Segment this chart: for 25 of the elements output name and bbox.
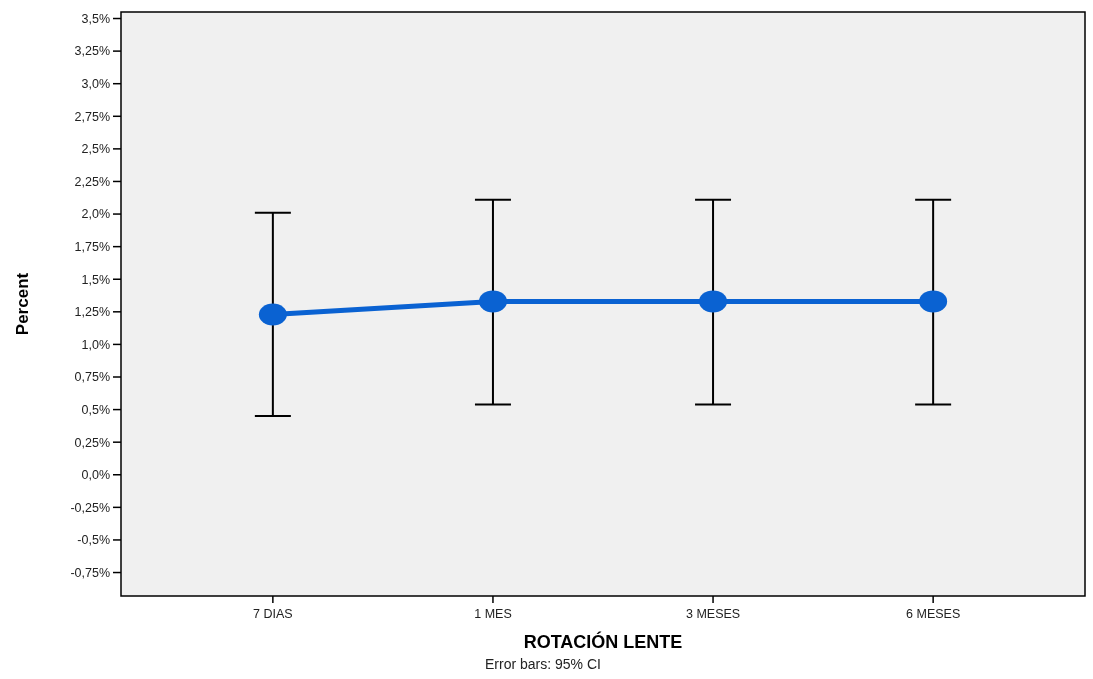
y-tick-label: 1,0% xyxy=(81,337,110,352)
y-tick-label: 2,5% xyxy=(81,142,110,157)
y-axis-title: Percent xyxy=(13,272,32,336)
y-tick-label: 3,25% xyxy=(74,44,110,59)
y-tick-label: 1,5% xyxy=(81,272,110,287)
y-tick-label: 3,0% xyxy=(81,77,110,92)
y-tick-label: 3,5% xyxy=(81,11,110,26)
y-tick-label: 1,75% xyxy=(74,240,110,255)
x-tick-label: 6 MESES xyxy=(906,607,961,621)
y-tick-label: -0,25% xyxy=(70,500,110,515)
text: Error bars: 95% CI xyxy=(485,656,601,672)
y-tick-label: -0,5% xyxy=(77,533,110,548)
y-tick-label: 2,0% xyxy=(81,207,110,222)
y-tick-label: 2,75% xyxy=(74,109,110,124)
x-axis-title: ROTACIÓN LENTE xyxy=(523,631,683,652)
x-tick-label: 1 MES xyxy=(474,607,512,621)
y-tick-label: 0,25% xyxy=(74,435,110,450)
y-tick-label: 0,75% xyxy=(74,370,110,385)
x-tick-label: 3 MESES xyxy=(685,607,741,621)
y-tick-label: 0,0% xyxy=(81,468,110,483)
y-tick-label: 1,25% xyxy=(74,305,110,320)
y-tick-label: -0,75% xyxy=(70,565,110,580)
y-tick-label: 2,25% xyxy=(74,174,110,189)
x-tick-label: 7 DIAS xyxy=(253,607,293,621)
y-tick-label: 0,5% xyxy=(81,402,110,417)
